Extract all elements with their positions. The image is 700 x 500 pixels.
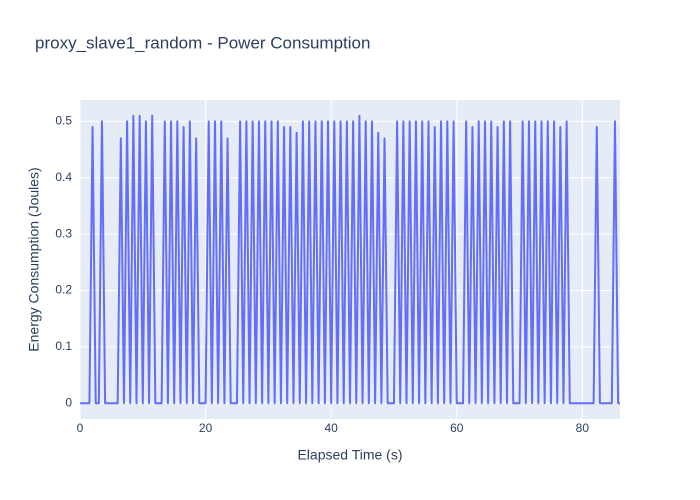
y-tick-label: 0 xyxy=(65,395,72,409)
y-tick-label: 0.4 xyxy=(55,170,72,184)
data-line xyxy=(80,114,620,405)
x-tick-label: 40 xyxy=(324,421,338,435)
x-axis-title: Elapsed Time (s) xyxy=(297,447,402,463)
x-tick-label: 80 xyxy=(576,421,590,435)
x-tick-label: 20 xyxy=(199,421,213,435)
y-tick-label: 0.2 xyxy=(55,283,72,297)
x-tick-label: 0 xyxy=(77,421,84,435)
y-tick-label: 0.3 xyxy=(55,226,72,240)
chart-title: proxy_slave1_random - Power Consumption xyxy=(35,33,370,52)
y-tick-label: 0.5 xyxy=(55,114,72,128)
y-tick-label: 0.1 xyxy=(55,339,72,353)
x-tick-label: 60 xyxy=(450,421,464,435)
y-axis-title: Energy Consumption (Joules) xyxy=(26,167,42,351)
